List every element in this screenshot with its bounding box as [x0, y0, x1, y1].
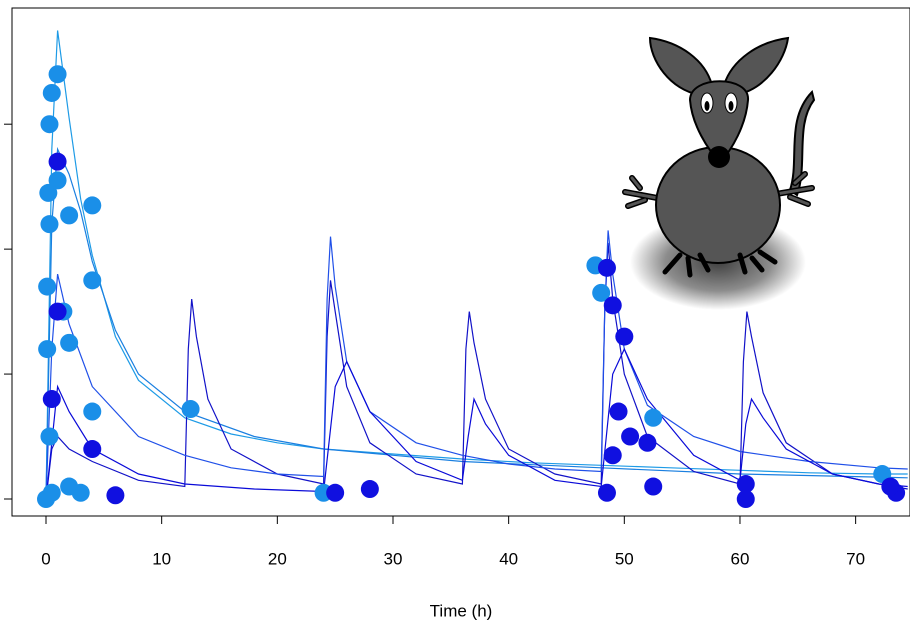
point — [42, 483, 61, 502]
point — [48, 152, 67, 171]
point — [60, 333, 79, 352]
point — [106, 486, 125, 505]
x-tick-label: 50 — [615, 549, 634, 568]
point — [326, 483, 345, 502]
curve — [45, 347, 908, 500]
plot-area — [37, 30, 908, 509]
point — [42, 390, 61, 409]
point — [40, 115, 59, 134]
point — [48, 171, 67, 190]
x-tick-label: 0 — [41, 549, 50, 568]
curve — [45, 30, 908, 500]
x-tick-label: 30 — [384, 549, 403, 568]
point — [83, 402, 102, 421]
point — [83, 440, 102, 459]
mascot — [622, 36, 816, 310]
point — [360, 480, 379, 499]
point — [83, 196, 102, 215]
point — [60, 206, 79, 225]
point — [597, 258, 616, 277]
point — [40, 427, 59, 446]
point — [736, 490, 755, 509]
point — [181, 400, 200, 419]
x-tick-label: 10 — [152, 549, 171, 568]
point — [638, 433, 657, 452]
point — [615, 327, 634, 346]
point — [42, 83, 61, 102]
x-axis-label: Time (h) — [430, 601, 493, 620]
point — [592, 283, 611, 302]
point — [644, 477, 663, 496]
x-tick-label: 70 — [846, 549, 865, 568]
point — [83, 271, 102, 290]
point — [621, 427, 640, 446]
point — [48, 302, 67, 321]
point — [881, 477, 900, 496]
point — [39, 183, 58, 202]
x-tick-label: 60 — [731, 549, 750, 568]
point — [644, 408, 663, 427]
x-tick-label: 40 — [499, 549, 518, 568]
plot-frame — [11, 7, 910, 517]
point — [609, 402, 628, 421]
point — [603, 446, 622, 465]
point — [71, 483, 90, 502]
point — [597, 483, 616, 502]
x-tick-label: 20 — [268, 549, 287, 568]
point — [736, 475, 755, 494]
point — [40, 215, 59, 234]
point — [48, 65, 67, 84]
curve — [45, 242, 908, 500]
point — [603, 296, 622, 315]
point — [38, 277, 57, 296]
point — [38, 340, 57, 359]
